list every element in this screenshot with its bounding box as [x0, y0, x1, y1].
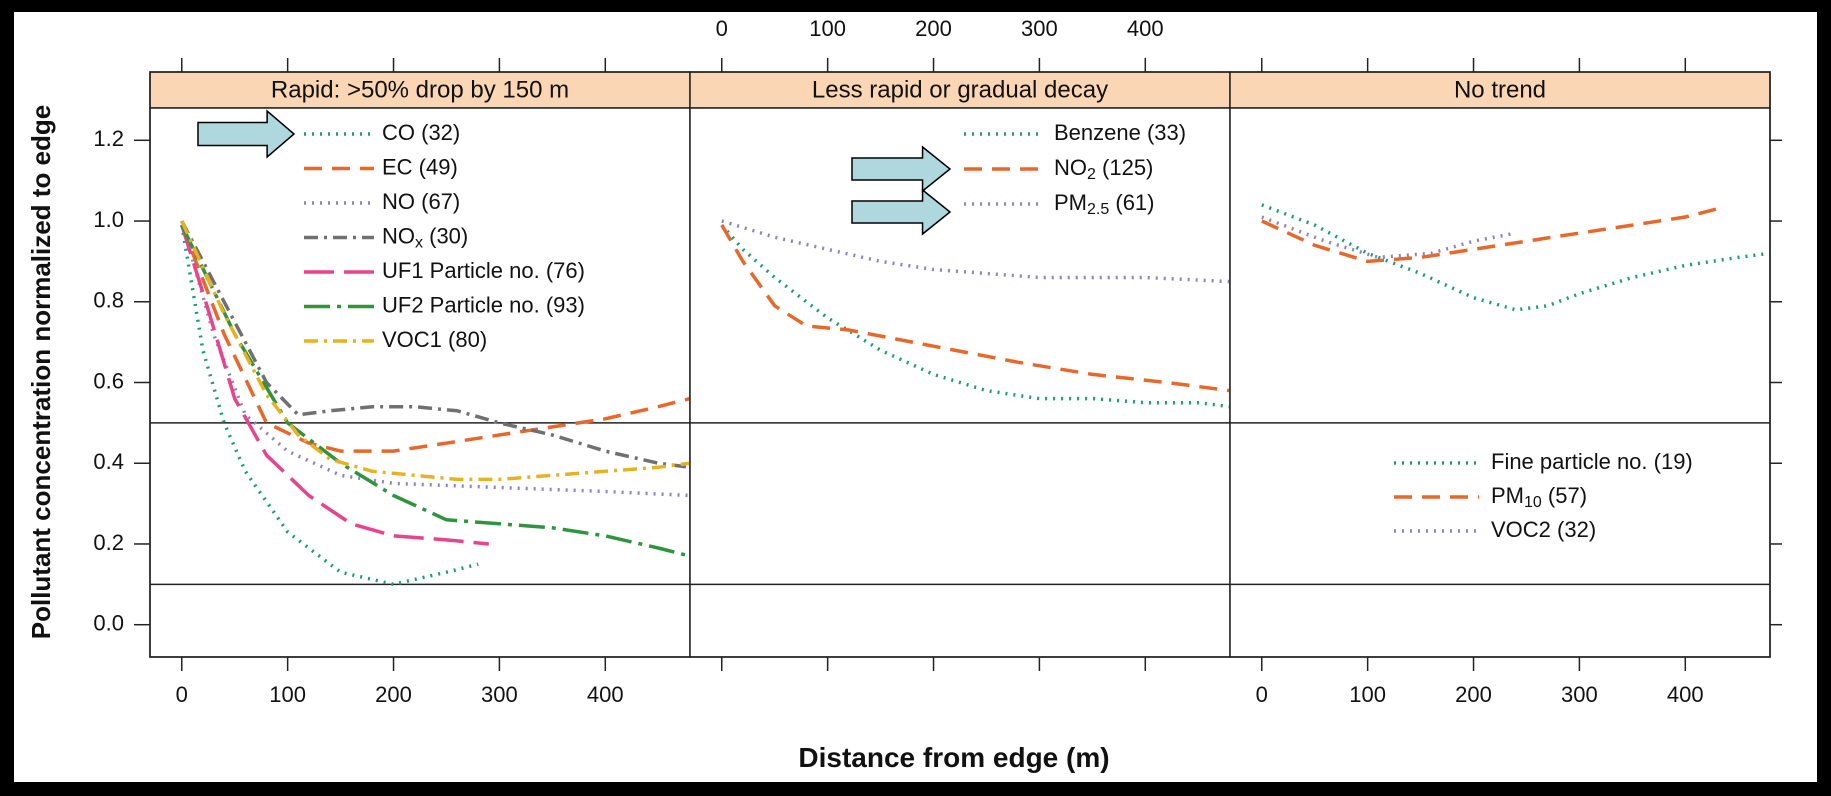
- y-tick-label: 0.6: [93, 368, 124, 393]
- series-line: [720, 224, 1230, 393]
- panel-plot-area: [1229, 107, 1771, 658]
- legend-label: Benzene (33): [1054, 120, 1186, 145]
- series-line: [720, 223, 1230, 409]
- panel-strip: [149, 71, 691, 109]
- series-line: [180, 220, 690, 470]
- y-tick-label: 0.8: [93, 288, 124, 313]
- series-line: [180, 224, 479, 587]
- x-tick-label-top: 300: [1021, 16, 1058, 41]
- legend-label: NO (67): [382, 189, 460, 214]
- x-tick-label-top: 0: [716, 16, 728, 41]
- panel-3: No trend: [1229, 71, 1771, 658]
- y-tick-label: 0.4: [93, 449, 124, 474]
- panel-title: Rapid: >50% drop by 150 m: [271, 76, 569, 103]
- x-tick-label-top: 200: [915, 16, 952, 41]
- y-tick-label: 1.2: [93, 126, 124, 151]
- x-tick-label: 200: [1455, 682, 1492, 707]
- x-tick-label-top: 400: [1127, 16, 1164, 41]
- legend-label: EC (49): [382, 154, 458, 179]
- x-tick-label: 300: [1561, 682, 1598, 707]
- x-tick-label: 100: [269, 682, 306, 707]
- x-axis-label: Distance from edge (m): [798, 742, 1109, 773]
- legend-label: Fine particle no. (19): [1491, 449, 1693, 474]
- panel-series: [180, 220, 690, 587]
- legend-panel-1: CO (32) EC (49) NO (67) NOx (30) UF1 Particl…: [304, 120, 585, 352]
- highlight-arrow-pm25: [851, 188, 952, 236]
- x-tick-label: 400: [1667, 682, 1704, 707]
- series-line: [180, 224, 690, 558]
- series-line: [1261, 207, 1718, 264]
- panel-series: [1261, 203, 1770, 312]
- panel-title: Less rapid or gradual decay: [812, 76, 1108, 103]
- panel-2: Less rapid or gradual decay: [689, 71, 1231, 658]
- legend-label: UF1 Particle no. (76): [382, 258, 585, 283]
- highlight-arrow-no2: [851, 145, 952, 193]
- pollutant-decay-chart: Rapid: >50% drop by 150 m Less rapid or g…: [26, 16, 1782, 773]
- highlight-arrow-co: [197, 109, 296, 159]
- legend-panel-2: Benzene (33) NO2 (125) PM2.5 (61): [964, 120, 1186, 218]
- legend-label: VOC1 (80): [382, 327, 487, 352]
- x-tick-label: 0: [1256, 682, 1268, 707]
- x-tick-label: 100: [1349, 682, 1386, 707]
- legend-label: NOx (30): [382, 223, 468, 251]
- legend-label: PM2.5 (61): [1054, 190, 1155, 218]
- x-tick-label-top: 100: [809, 16, 846, 41]
- y-tick-label: 0.2: [93, 530, 124, 555]
- series-line: [180, 224, 690, 453]
- series-line: [180, 220, 690, 482]
- figure-frame: Rapid: >50% drop by 150 m Less rapid or g…: [14, 12, 1817, 782]
- plot-frame: [149, 71, 1771, 658]
- panel-series: [720, 219, 1230, 409]
- y-tick-label: 1.0: [93, 207, 124, 232]
- y-tick-label: 0.0: [93, 611, 124, 636]
- legend-panel-3: Fine particle no. (19) PM10 (57) VOC2 (32): [1394, 449, 1693, 542]
- legend-label: CO (32): [382, 120, 460, 145]
- x-tick-label: 200: [375, 682, 412, 707]
- panel-strip: [1229, 71, 1771, 109]
- legend-label: VOC2 (32): [1491, 517, 1596, 542]
- legend-label: PM10 (57): [1491, 483, 1587, 511]
- legend-label: UF2 Particle no. (93): [382, 292, 585, 317]
- panel-title: No trend: [1454, 76, 1546, 103]
- x-tick-label: 300: [481, 682, 518, 707]
- legend-label: NO2 (125): [1054, 155, 1153, 183]
- series-line: [1261, 215, 1517, 260]
- series-line: [180, 224, 489, 546]
- x-tick-label: 400: [587, 682, 624, 707]
- panel-1: Rapid: >50% drop by 150 m: [149, 71, 691, 658]
- y-axis-label: Pollutant concentration normalized to ed…: [26, 105, 56, 640]
- panel-plot-area: [149, 107, 691, 658]
- x-tick-label: 0: [176, 682, 188, 707]
